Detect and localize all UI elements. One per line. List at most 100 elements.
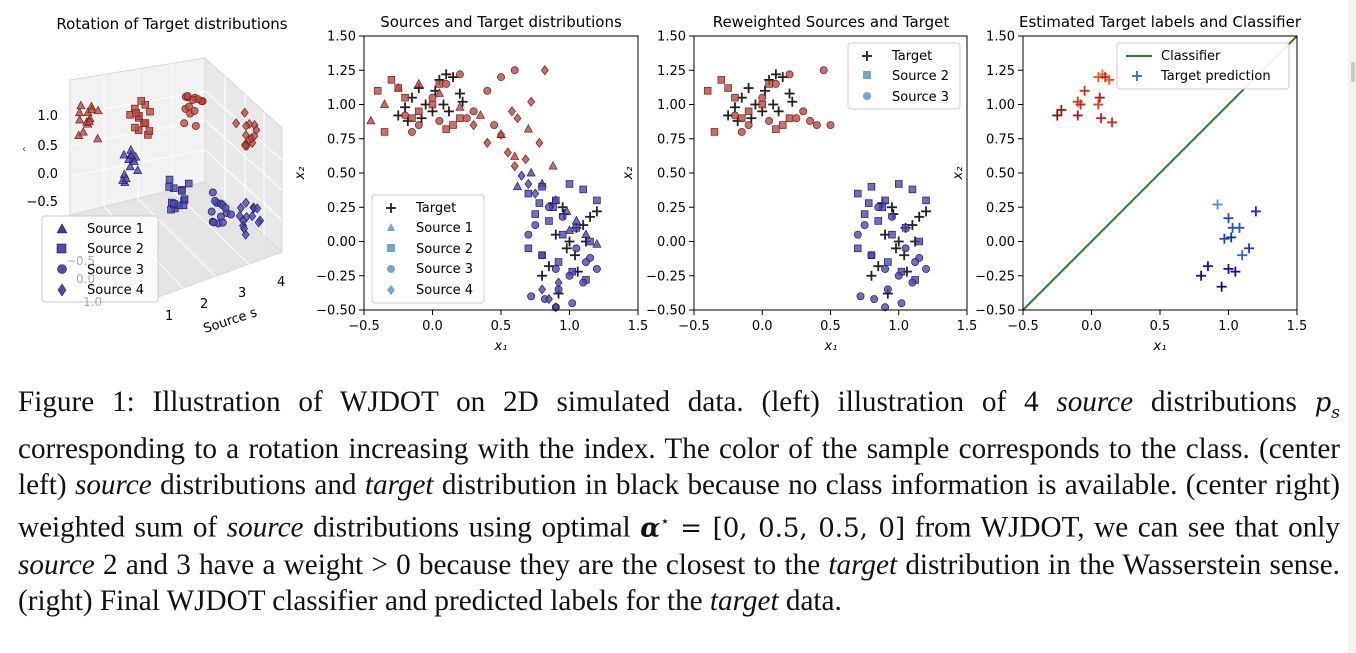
prediction-point [1227,222,1238,233]
circle-point [867,251,876,260]
circle-point [579,278,588,287]
panel1-xlabel: Source s [202,305,260,337]
3d-diamond-point [254,217,263,228]
y-tick-label: 0.75 [986,132,1015,147]
triangle-point [548,160,558,170]
x-tick-label: −0.5 [348,319,380,334]
diamond-point [508,106,516,117]
3d-diamond-point [242,211,251,223]
circle-point [462,114,471,123]
circle-point [455,70,464,79]
y-tick-label: 0.25 [327,201,356,216]
figure: Rotation of Target distributions [22,13,1307,354]
prediction-point [1226,232,1237,243]
square-point [558,230,567,239]
y-tick-label: 0.50 [657,167,686,182]
diamond-point [527,96,536,107]
target-point [585,211,596,222]
panel-classifier: Estimated Target labels and Classifier −… [951,13,1307,354]
x-tick-label: 0.5 [820,319,841,334]
circle-point [799,107,808,116]
3d-circle-point [190,106,199,115]
3d-diamond-point [241,197,250,208]
3d-triangle-point [93,105,103,115]
3d-triangle-point [129,156,139,165]
y-tick-label: −0.50 [316,304,356,319]
target-point [768,99,779,110]
panel2-ylabel: x₂ [293,167,308,181]
circle-point [592,264,601,273]
target-point [743,83,754,94]
panel1-back-tick: 1.0 [83,295,102,309]
square-point [710,128,719,136]
prediction-point [1230,266,1241,277]
caption-emphasis: source [74,468,152,501]
circle-point [408,127,416,136]
triangle-point [475,110,486,119]
x-tick-label: 0.5 [491,319,512,334]
triangle-point [526,167,536,177]
square-point [572,224,581,232]
target-point [921,206,932,217]
3d-triangle-point [121,173,131,183]
panel4-legend-box [1116,42,1290,90]
square-point [888,230,896,239]
circle-point [510,66,519,75]
3d-circle-point [208,188,217,197]
diamond-point [483,137,492,148]
circle-point [792,114,801,123]
circle-point [765,116,774,125]
panel1-legend-label: Source 3 [87,263,144,278]
3d-circle-point [218,218,227,227]
3d-diamond-point [241,140,250,151]
scrollbar[interactable] [1348,0,1356,653]
diamond-point [510,161,519,172]
panel3-xlabel: x₁ [824,339,838,354]
y-tick-label: −0.25 [646,269,686,284]
panel-sources-target: Sources and Target distributions −0.5 0.0… [293,13,648,354]
3d-square-point [170,200,178,208]
3d-triangle-point [125,161,135,171]
diamond-point [545,293,553,305]
y-tick-label: 0.00 [986,235,1015,250]
scrollbar-thumb[interactable] [1351,62,1355,82]
square-point [884,258,892,266]
y-tick-label: 0.00 [657,235,686,250]
prediction-point [1079,85,1090,96]
circle-point [874,203,883,212]
panel1-legend: Source 1 Source 2 Source 3 Source 4 −0.5… [41,215,159,309]
panel3-legend-label: Source 3 [892,90,949,105]
3d-circle-point [226,210,235,219]
panel4-legend: Classifier Target prediction [1116,42,1290,90]
square-point [538,182,546,191]
panel4-legend-label: Classifier [1161,49,1221,64]
panel2-axes: −0.5 0.0 0.5 1.0 1.5 1.50 1.25 1.00 0.75 0.50 0.25… [316,30,648,335]
panel4-axes: −0.5 0.0 0.5 1.0 1.5 1.50 1.25 1.00 0.75 0.50 0.25… [975,30,1307,335]
circle-point [806,116,814,125]
3d-square-point [132,109,140,117]
circle-point [401,111,410,120]
circle-point [524,230,533,239]
circle-point [737,127,746,136]
diamond-point [531,188,540,199]
circle-point [785,70,794,79]
panel1-scatter-points [74,92,265,240]
panel-reweighted: Reweighted Sources and Target −0.5 0.0 0.5… [621,13,977,354]
caption-text: distributions using optimal [303,511,641,544]
3d-triangle-point [93,133,103,143]
triangle-point [523,123,533,133]
panel1-ztick: 0.0 [37,167,58,182]
caption-text: distributions and [151,468,365,501]
caption-emphasis: source [226,511,304,544]
3d-circle-point [183,92,192,100]
3d-square-point [184,179,193,188]
y-tick-label: −0.50 [646,304,686,319]
caption-text: from WJDOT, we can see that only [905,511,1340,544]
panel2-xlabel: x₁ [494,339,508,354]
diamond-point [524,178,533,190]
prediction-point [1250,206,1261,217]
3d-triangle-point [75,114,85,124]
3d-diamond-point [242,120,250,132]
target-point [891,243,902,254]
square-point [717,76,726,84]
